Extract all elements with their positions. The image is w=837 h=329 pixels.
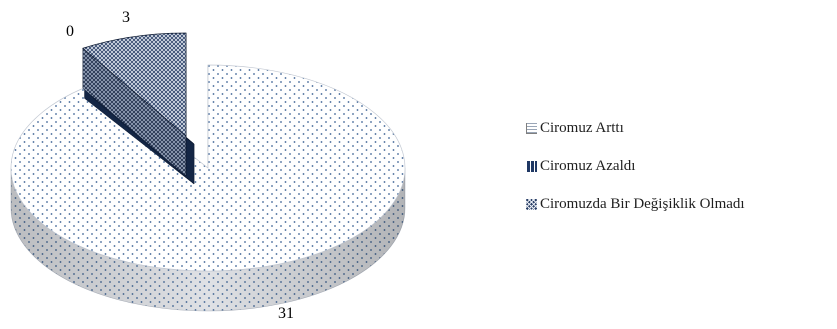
- legend-swatch-3: [526, 198, 537, 210]
- data-label-2: 0: [66, 23, 74, 40]
- legend-swatch-1: [526, 122, 537, 134]
- legend: Ciromuz Arttı Ciromuz Azaldı Ciromuzda Bir…: [526, 117, 745, 231]
- pie-slice-3: [82, 32, 187, 177]
- data-label-3: 3: [122, 9, 130, 26]
- legend-item-3: Ciromuzda Bir Değişiklik Olmadı: [526, 193, 745, 215]
- legend-item-2: Ciromuz Azaldı: [526, 155, 745, 177]
- legend-label: Ciromuzda Bir Değişiklik Olmadı: [540, 195, 745, 212]
- legend-item-1: Ciromuz Arttı: [526, 117, 745, 139]
- data-label-1: 31: [278, 305, 294, 322]
- pie-slice-1: [10, 64, 406, 312]
- legend-swatch-2: [526, 160, 537, 172]
- legend-label: Ciromuz Azaldı: [540, 157, 636, 174]
- legend-label: Ciromuz Arttı: [540, 119, 624, 136]
